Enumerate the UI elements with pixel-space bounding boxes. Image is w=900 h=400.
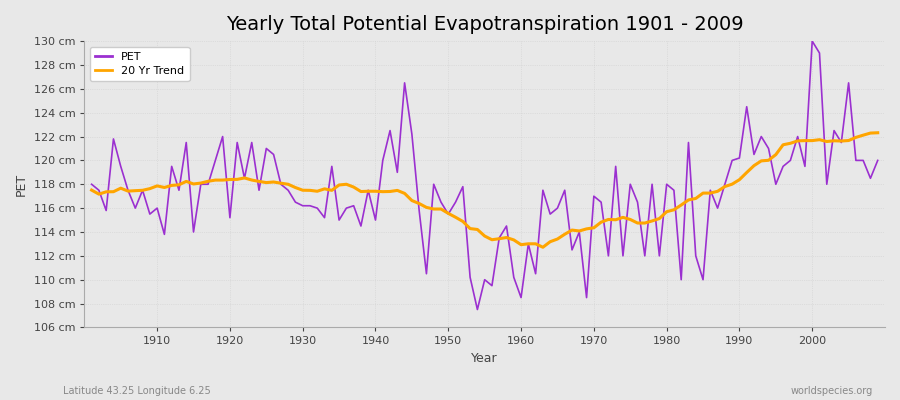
20 Yr Trend bbox=[86, 188, 97, 192]
PET bbox=[144, 212, 155, 216]
Text: Latitude 43.25 Longitude 6.25: Latitude 43.25 Longitude 6.25 bbox=[63, 386, 211, 396]
PET bbox=[872, 158, 883, 163]
20 Yr Trend bbox=[610, 217, 621, 222]
Line: 20 Yr Trend: 20 Yr Trend bbox=[92, 133, 878, 247]
PET bbox=[86, 182, 97, 187]
PET bbox=[348, 203, 359, 208]
20 Yr Trend bbox=[144, 186, 155, 191]
PET bbox=[472, 307, 482, 312]
Y-axis label: PET: PET bbox=[15, 173, 28, 196]
Text: worldspecies.org: worldspecies.org bbox=[791, 386, 873, 396]
X-axis label: Year: Year bbox=[472, 352, 498, 365]
PET bbox=[516, 295, 526, 300]
20 Yr Trend bbox=[872, 130, 883, 135]
Line: PET: PET bbox=[92, 41, 878, 310]
20 Yr Trend bbox=[537, 245, 548, 250]
Legend: PET, 20 Yr Trend: PET, 20 Yr Trend bbox=[90, 47, 190, 81]
PET bbox=[610, 164, 621, 169]
PET bbox=[806, 39, 817, 44]
20 Yr Trend bbox=[508, 238, 519, 242]
PET bbox=[523, 242, 534, 246]
PET bbox=[304, 203, 315, 208]
20 Yr Trend bbox=[516, 242, 526, 247]
20 Yr Trend bbox=[348, 185, 359, 190]
20 Yr Trend bbox=[304, 188, 315, 193]
Title: Yearly Total Potential Evapotranspiration 1901 - 2009: Yearly Total Potential Evapotranspiratio… bbox=[226, 15, 743, 34]
